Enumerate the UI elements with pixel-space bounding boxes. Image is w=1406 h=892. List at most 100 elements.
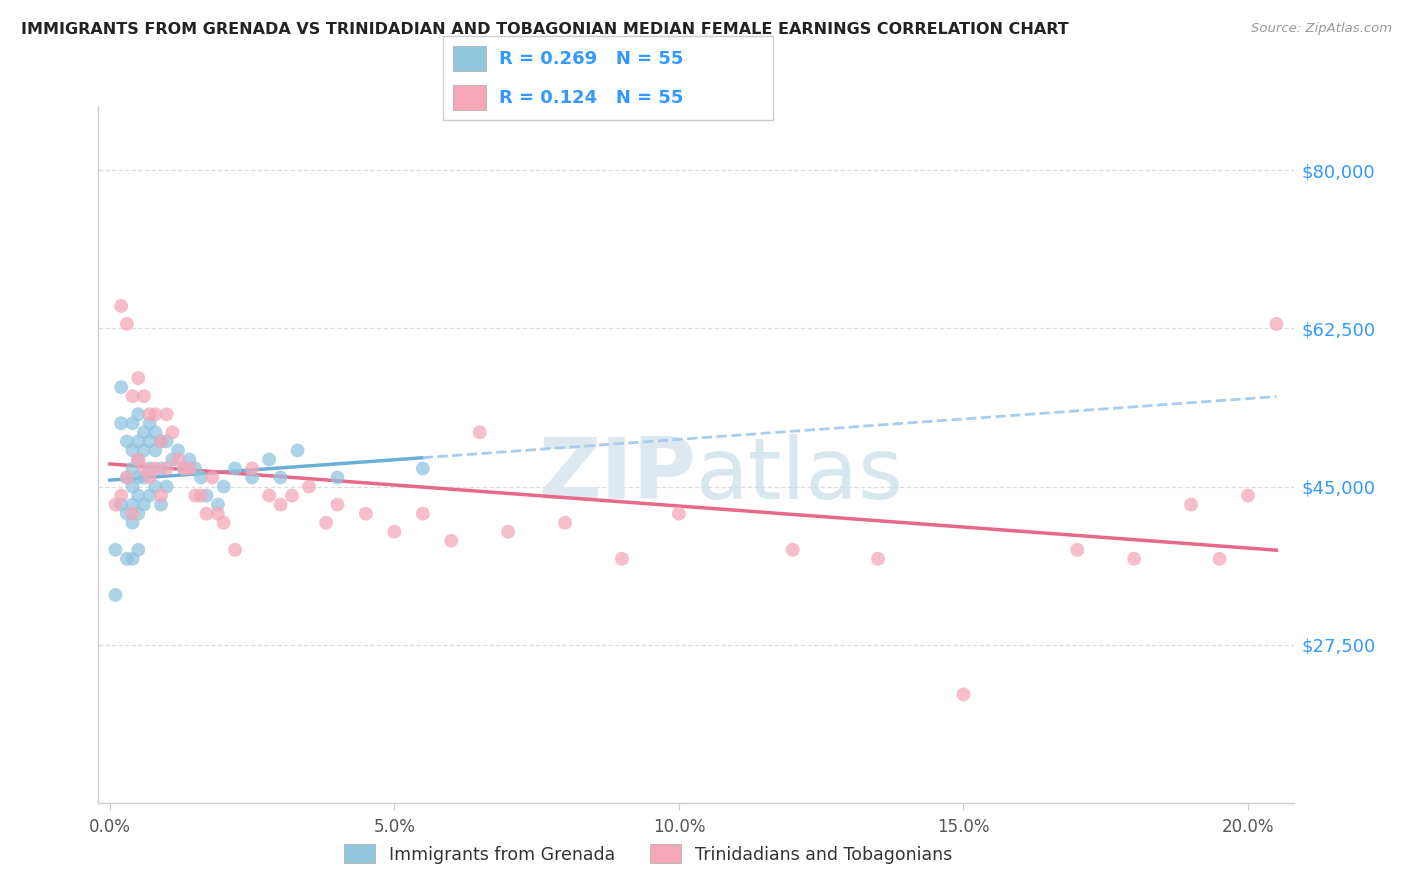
Point (156, 479, 179, 493)
Point (132, 461, 155, 475)
Point (115, 470, 138, 484)
Point (132, 498, 155, 512)
Point (110, 498, 132, 512)
Point (143, 443, 166, 458)
Point (212, 479, 235, 493)
Point (440, 533, 463, 548)
Point (110, 380, 132, 394)
Point (1066, 542, 1088, 557)
Point (121, 516, 143, 530)
Text: R = 0.269   N = 55: R = 0.269 N = 55 (499, 50, 683, 68)
Point (115, 507, 138, 521)
Point (1208, 551, 1230, 566)
Point (132, 389, 155, 403)
Point (382, 524, 405, 539)
Point (104, 588, 127, 602)
Point (162, 425, 184, 440)
Point (127, 452, 149, 467)
Point (315, 516, 337, 530)
Point (150, 489, 173, 503)
Point (326, 470, 349, 484)
Point (162, 452, 184, 467)
Point (127, 434, 149, 449)
Point (143, 425, 166, 440)
Point (354, 507, 377, 521)
Point (190, 470, 212, 484)
Point (1180, 498, 1202, 512)
Point (257, 452, 280, 467)
Point (121, 498, 143, 512)
Point (110, 417, 132, 431)
FancyBboxPatch shape (453, 85, 486, 111)
Point (115, 551, 138, 566)
Point (115, 434, 138, 449)
Point (138, 470, 160, 484)
Point (121, 551, 143, 566)
Point (104, 498, 127, 512)
Point (138, 434, 160, 449)
Point (110, 489, 132, 503)
Point (173, 461, 195, 475)
Point (143, 407, 166, 421)
Point (207, 498, 229, 512)
Point (190, 489, 212, 503)
Point (115, 470, 138, 484)
Point (287, 443, 309, 458)
Point (1123, 551, 1146, 566)
Point (167, 443, 190, 458)
Point (156, 461, 179, 475)
Point (782, 542, 804, 557)
Text: R = 0.124   N = 55: R = 0.124 N = 55 (499, 88, 683, 106)
Point (121, 443, 143, 458)
Point (212, 516, 235, 530)
Point (201, 470, 224, 484)
Point (240, 470, 263, 484)
Point (110, 299, 132, 313)
Point (132, 425, 155, 440)
Point (115, 317, 138, 331)
Point (240, 461, 263, 475)
Point (167, 452, 190, 467)
Point (121, 479, 143, 493)
Point (281, 489, 304, 503)
Point (138, 417, 160, 431)
Point (156, 407, 179, 421)
Point (143, 461, 166, 475)
Point (127, 452, 149, 467)
Point (132, 443, 155, 458)
Point (270, 498, 292, 512)
Point (121, 461, 143, 475)
Point (195, 489, 218, 503)
Point (195, 507, 218, 521)
Point (150, 434, 173, 449)
Point (173, 461, 195, 475)
Point (270, 470, 292, 484)
Point (868, 551, 890, 566)
Point (224, 461, 246, 475)
Point (554, 516, 576, 530)
Point (150, 498, 173, 512)
Point (224, 542, 246, 557)
Point (132, 470, 155, 484)
Point (468, 425, 491, 440)
Point (496, 524, 519, 539)
Point (412, 461, 434, 475)
Point (143, 479, 166, 493)
Text: Source: ZipAtlas.com: Source: ZipAtlas.com (1251, 22, 1392, 36)
Point (127, 470, 149, 484)
Legend: Immigrants from Grenada, Trinidadians and Tobagonians: Immigrants from Grenada, Trinidadians an… (337, 838, 959, 871)
Point (127, 489, 149, 503)
Point (179, 461, 201, 475)
Point (179, 452, 201, 467)
Point (156, 434, 179, 449)
Point (952, 687, 974, 701)
Point (138, 461, 160, 475)
Point (184, 461, 207, 475)
Point (298, 479, 321, 493)
Point (610, 551, 633, 566)
Text: IMMIGRANTS FROM GRENADA VS TRINIDADIAN AND TOBAGONIAN MEDIAN FEMALE EARNINGS COR: IMMIGRANTS FROM GRENADA VS TRINIDADIAN A… (21, 22, 1069, 37)
FancyBboxPatch shape (453, 45, 486, 71)
Text: atlas: atlas (696, 434, 904, 517)
Point (121, 507, 143, 521)
Point (127, 507, 149, 521)
